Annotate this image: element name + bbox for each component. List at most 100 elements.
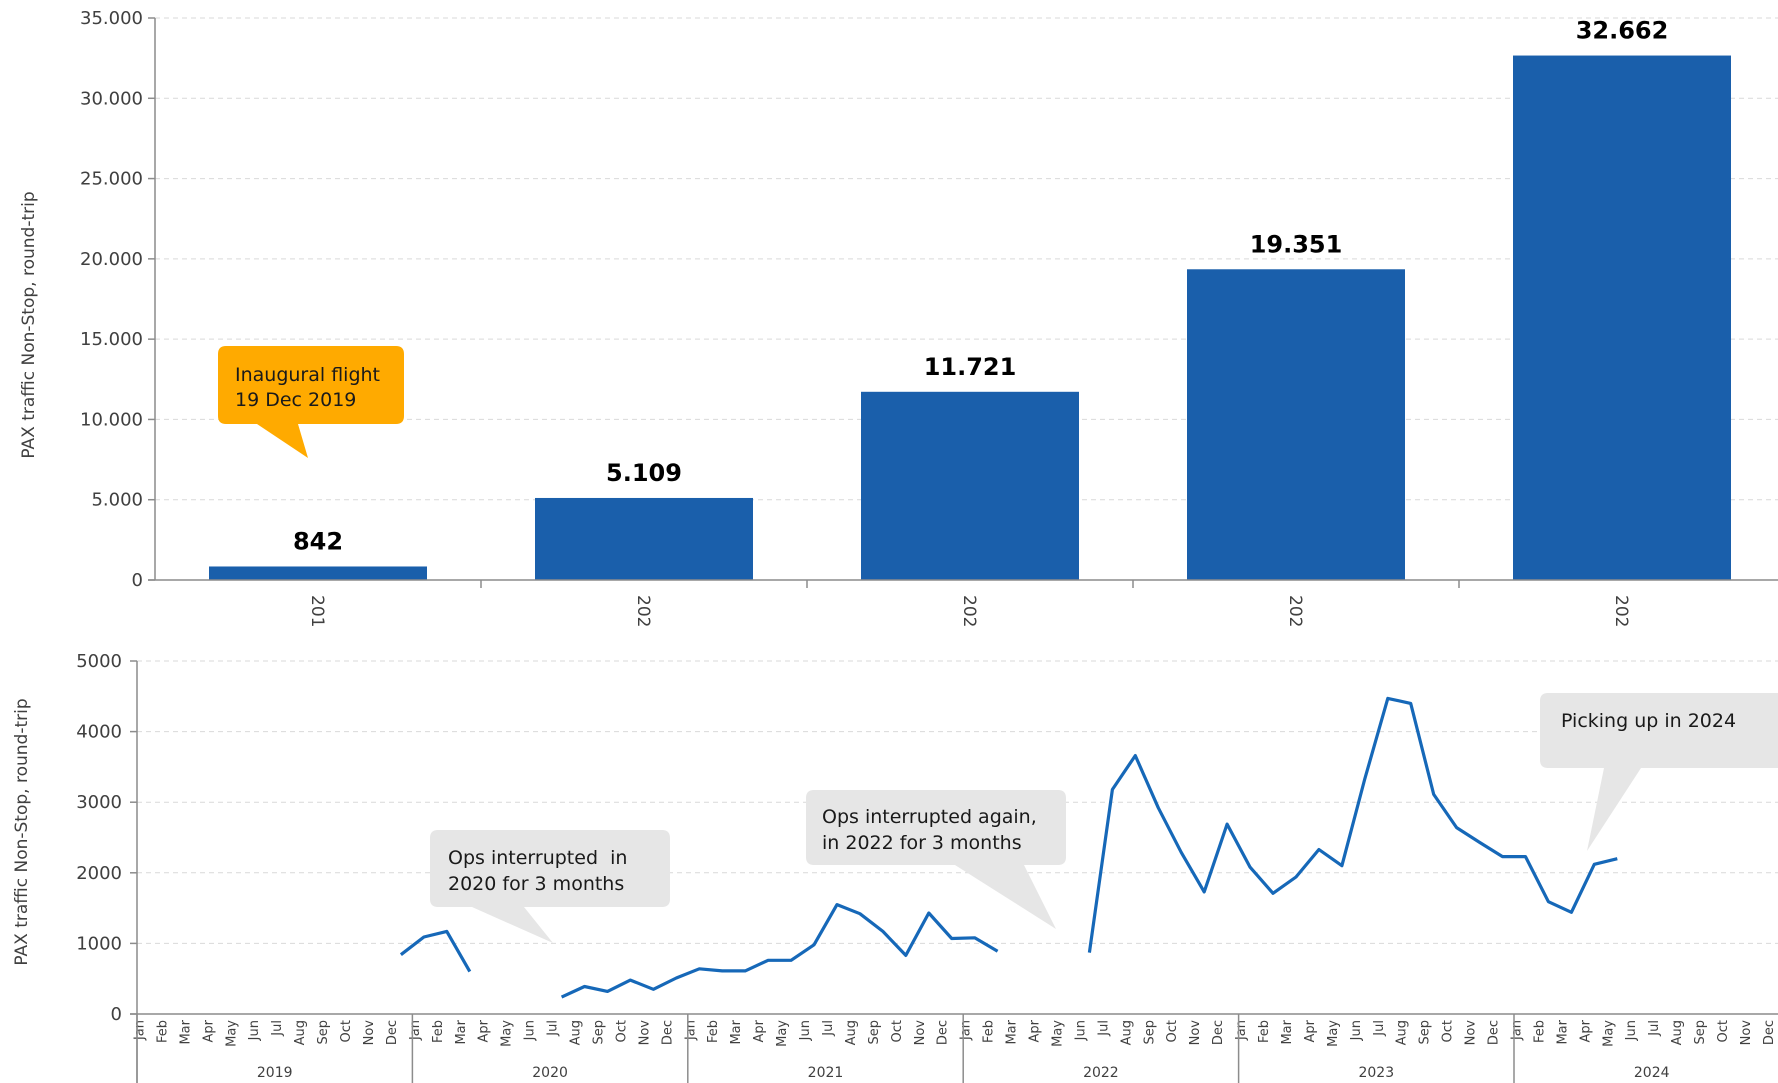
bar	[1513, 55, 1731, 580]
bar-value-label: 5.109	[606, 459, 682, 487]
line-y-tick-label: 0	[111, 1004, 122, 1025]
inaugural-callout-line-1: Inaugural flight	[235, 364, 380, 386]
line-y-tick-label: 2000	[76, 863, 122, 884]
month-tick-label: Dec	[1762, 1020, 1777, 1045]
month-tick-label: Mar	[178, 1019, 193, 1044]
line-y-tick-label: 5000	[76, 651, 122, 672]
bar-value-label: 19.351	[1250, 230, 1343, 258]
month-tick-label: Dec	[385, 1020, 400, 1045]
line-y-tick-label: 1000	[76, 933, 122, 954]
callout-2020-line-2: 2020 for 3 months	[448, 873, 624, 895]
callout-2024-shape	[1540, 693, 1778, 851]
month-tick-label: Jun	[1349, 1020, 1364, 1041]
month-tick-label: Oct	[890, 1020, 905, 1042]
callout-2020-line-1: Ops interrupted in	[448, 847, 627, 869]
month-tick-label: Feb	[982, 1020, 997, 1043]
bar	[861, 391, 1079, 580]
month-tick-label: Sep	[867, 1020, 882, 1045]
month-tick-label: May	[775, 1020, 790, 1047]
callout-2022-line-2: in 2022 for 3 months	[822, 832, 1022, 854]
month-tick-label: Apr	[1303, 1019, 1318, 1042]
bar-chart: 0 5.000 10.000 15.000 20.000 25.000 30.000 35.0…	[19, 8, 1778, 627]
month-tick-label: Jul	[1096, 1020, 1111, 1037]
bar-category-label: 202	[1611, 595, 1631, 627]
month-tick-label: Oct	[614, 1020, 629, 1042]
month-tick-label: Feb	[1257, 1020, 1272, 1043]
month-tick-label: Jul	[546, 1020, 561, 1037]
line-y-axis-label: PAX traffic Non-Stop, round-trip	[12, 698, 32, 965]
bar-category-label: 202	[959, 595, 979, 627]
month-tick-label: May	[500, 1020, 515, 1047]
month-labels: Jan Feb Mar Apr May Jun Jul Aug Sep Oct Nov Dec Jan F…	[132, 1019, 1776, 1047]
month-tick-label: Nov	[637, 1020, 652, 1046]
month-tick-label: Apr	[1578, 1019, 1593, 1042]
bar	[209, 566, 427, 580]
month-tick-label: Mar	[1555, 1019, 1570, 1044]
month-tick-label: Dec	[936, 1020, 951, 1045]
month-tick-label: Jan	[132, 1020, 147, 1041]
month-tick-label: May	[224, 1020, 239, 1047]
month-tick-label: Nov	[1739, 1020, 1754, 1046]
year-label: 2020	[532, 1065, 568, 1081]
month-tick-label: Nov	[1188, 1020, 1203, 1046]
line-y-axis-ticks: 0 1000 2000 3000 4000 5000	[76, 651, 137, 1025]
month-tick-label: Oct	[1165, 1020, 1180, 1042]
bar	[1187, 269, 1405, 580]
bar-value-label: 842	[293, 527, 343, 555]
bar-category-label: 202	[1285, 595, 1305, 627]
month-tick-label: Jun	[1624, 1020, 1639, 1041]
month-tick-label: Jul	[1372, 1020, 1387, 1037]
callout-2020-shape	[430, 830, 670, 943]
bar-category-label: 202	[633, 595, 653, 627]
callout-2024: Picking up in 2024	[1540, 693, 1778, 851]
month-tick-label: Jun	[798, 1020, 813, 1041]
month-tick-label: Oct	[1716, 1020, 1731, 1042]
callout-2022-line-1: Ops interrupted again,	[822, 806, 1037, 828]
month-tick-label: Jan	[1234, 1020, 1249, 1041]
month-tick-label: Feb	[431, 1020, 446, 1043]
month-tick-label: Jun	[1073, 1020, 1088, 1041]
month-tick-label: Jan	[1509, 1020, 1524, 1041]
month-tick-label: Apr	[752, 1019, 767, 1042]
inaugural-callout-shape	[218, 346, 404, 458]
month-tick-label: Jan	[408, 1020, 423, 1041]
month-tick-label: Aug	[1119, 1020, 1134, 1045]
bar-y-tick-label: 0	[132, 570, 143, 591]
month-tick-label: Apr	[1028, 1019, 1043, 1042]
month-tick-label: May	[1050, 1020, 1065, 1047]
line-chart: 0 1000 2000 3000 4000 5000 PAX traffic Non-St…	[12, 651, 1778, 1083]
month-tick-label: Aug	[844, 1020, 859, 1045]
bar-y-axis-ticks: 0 5.000 10.000 15.000 20.000 25.000 30.000 35.0…	[80, 8, 155, 591]
bar-y-tick-label: 15.000	[80, 329, 143, 350]
line-y-tick-label: 3000	[76, 792, 122, 813]
series-line-segment	[560, 902, 999, 999]
month-tick-label: Feb	[706, 1020, 721, 1043]
bar-category-label: 201	[307, 595, 327, 627]
bar-value-label: 32.662	[1576, 17, 1669, 45]
bar-y-tick-label: 5.000	[91, 490, 143, 511]
month-tick-label: Sep	[316, 1020, 331, 1045]
bar-value-label: 11.721	[924, 353, 1017, 381]
month-tick-label: Nov	[1464, 1020, 1479, 1046]
month-tick-label: Jun	[523, 1020, 538, 1041]
year-label: 2024	[1634, 1065, 1670, 1081]
month-tick-label: Apr	[201, 1019, 216, 1042]
callout-2022: Ops interrupted again, in 2022 for 3 mon…	[806, 790, 1066, 929]
year-separators	[136, 1014, 1515, 1083]
month-tick-label: Nov	[362, 1020, 377, 1046]
year-label: 2019	[257, 1065, 293, 1081]
year-label: 2023	[1358, 1065, 1394, 1081]
month-tick-label: Aug	[569, 1020, 584, 1045]
month-tick-label: Oct	[1441, 1020, 1456, 1042]
month-tick-label: Mar	[454, 1019, 469, 1044]
month-tick-label: Oct	[339, 1020, 354, 1042]
month-tick-label: Apr	[477, 1019, 492, 1042]
year-label: 2021	[808, 1065, 844, 1081]
month-tick-label: Jan	[683, 1020, 698, 1041]
callout-2020: Ops interrupted in 2020 for 3 months	[430, 830, 670, 943]
callout-2022-shape	[806, 790, 1066, 929]
bar-y-tick-label: 30.000	[80, 88, 143, 109]
month-tick-label: Mar	[1005, 1019, 1020, 1044]
month-tick-label: Jul	[821, 1020, 836, 1037]
